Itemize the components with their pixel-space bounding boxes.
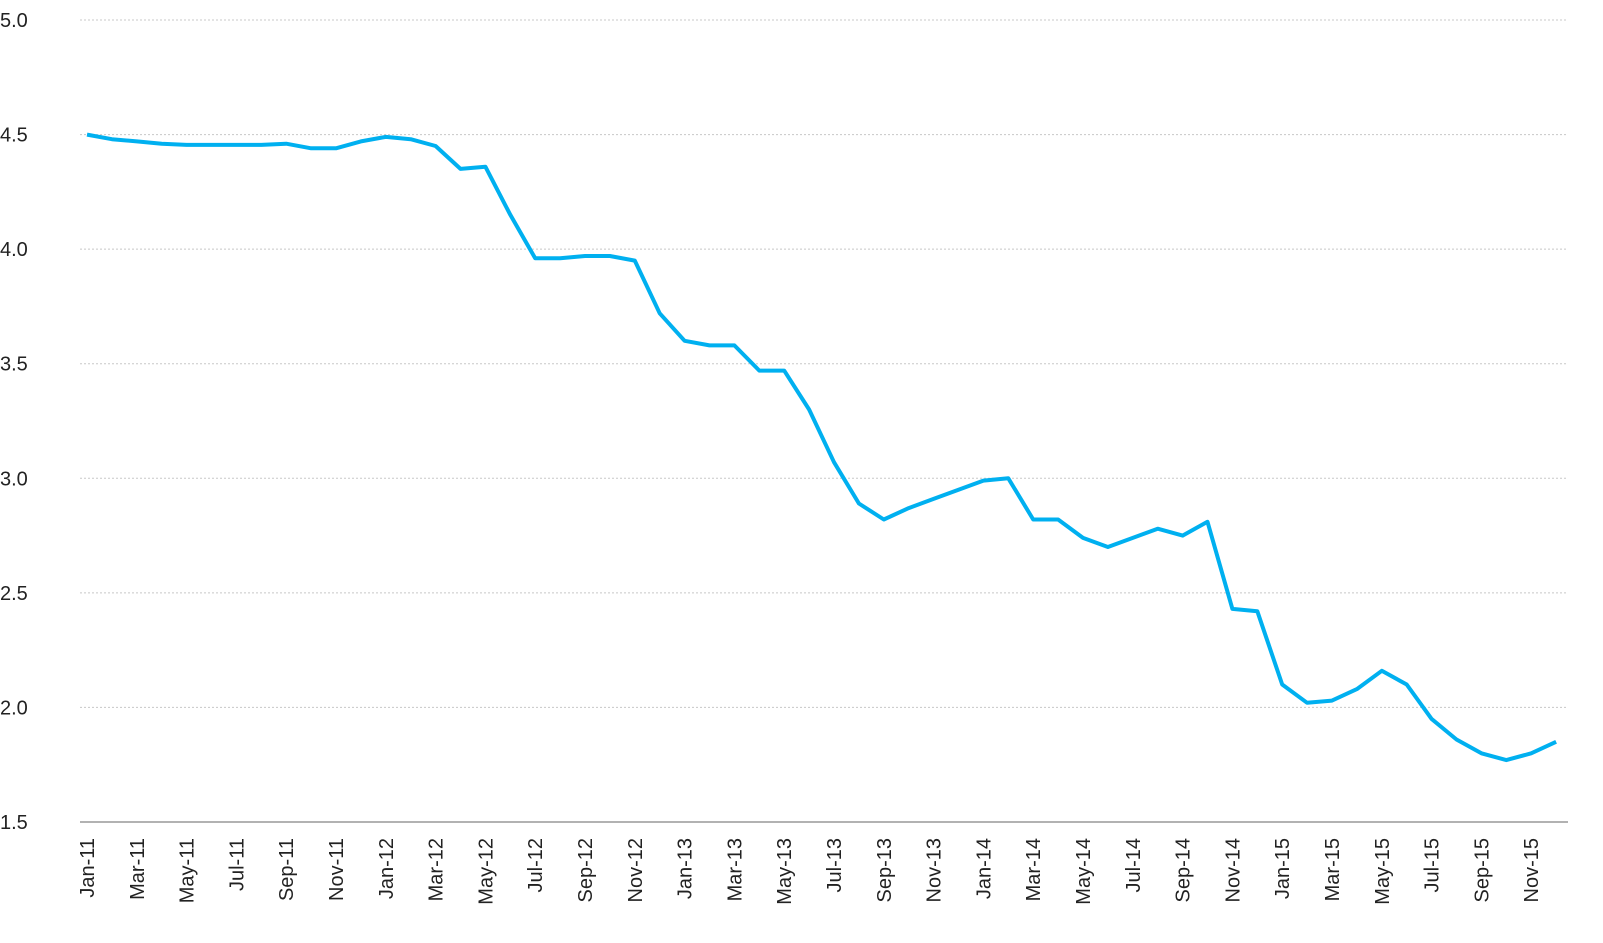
x-tick-label: May-13 <box>774 838 796 905</box>
y-tick-label: 3.5 <box>0 354 28 376</box>
y-tick-label: 3.0 <box>0 468 28 490</box>
x-tick-label: Jan-14 <box>973 838 995 899</box>
x-tick-label: Sep-15 <box>1471 838 1493 903</box>
y-tick-label: 4.0 <box>0 239 28 261</box>
x-tick-label: Sep-12 <box>575 838 597 903</box>
x-tick-label: Jul-11 <box>226 838 248 891</box>
x-tick-label: May-11 <box>177 838 199 903</box>
x-tick-label: Sep-14 <box>1173 838 1195 903</box>
x-tick-label: Nov-12 <box>625 838 647 902</box>
y-tick-label: 2.0 <box>0 697 28 719</box>
x-tick-label: Jan-15 <box>1272 838 1294 899</box>
x-tick-label: Jan-12 <box>376 838 398 899</box>
x-tick-label: Jul-12 <box>525 838 547 892</box>
x-tick-label: Nov-13 <box>924 838 946 902</box>
x-tick-label: May-15 <box>1372 838 1394 905</box>
x-tick-label: Jan-13 <box>675 838 697 899</box>
y-tick-label: 5.0 <box>0 10 28 32</box>
x-tick-label: May-14 <box>1073 838 1095 905</box>
x-tick-label: Sep-13 <box>874 838 896 903</box>
y-tick-label: 4.5 <box>0 125 28 147</box>
x-tick-label: Sep-11 <box>276 838 298 901</box>
y-tick-label: 1.5 <box>0 812 28 834</box>
data-line <box>86 132 1557 763</box>
x-tick-label: Mar-11 <box>127 838 149 900</box>
x-tick-label: May-12 <box>475 838 497 905</box>
x-tick-label: Jan-11 <box>77 838 99 898</box>
x-tick-label: Nov-15 <box>1521 838 1543 902</box>
x-tick-label: Nov-11 <box>326 838 348 901</box>
x-tick-label: Mar-14 <box>1023 838 1045 901</box>
y-tick-label: 2.5 <box>0 583 28 605</box>
x-tick-label: Jul-14 <box>1123 838 1145 892</box>
x-tick-label: Mar-15 <box>1322 838 1344 901</box>
x-tick-label: Mar-12 <box>426 838 448 901</box>
x-tick-label: Nov-14 <box>1222 838 1244 902</box>
x-tick-label: Jul-13 <box>824 838 846 892</box>
x-tick-label: Jul-15 <box>1422 838 1444 892</box>
x-tick-label: Mar-13 <box>724 838 746 901</box>
